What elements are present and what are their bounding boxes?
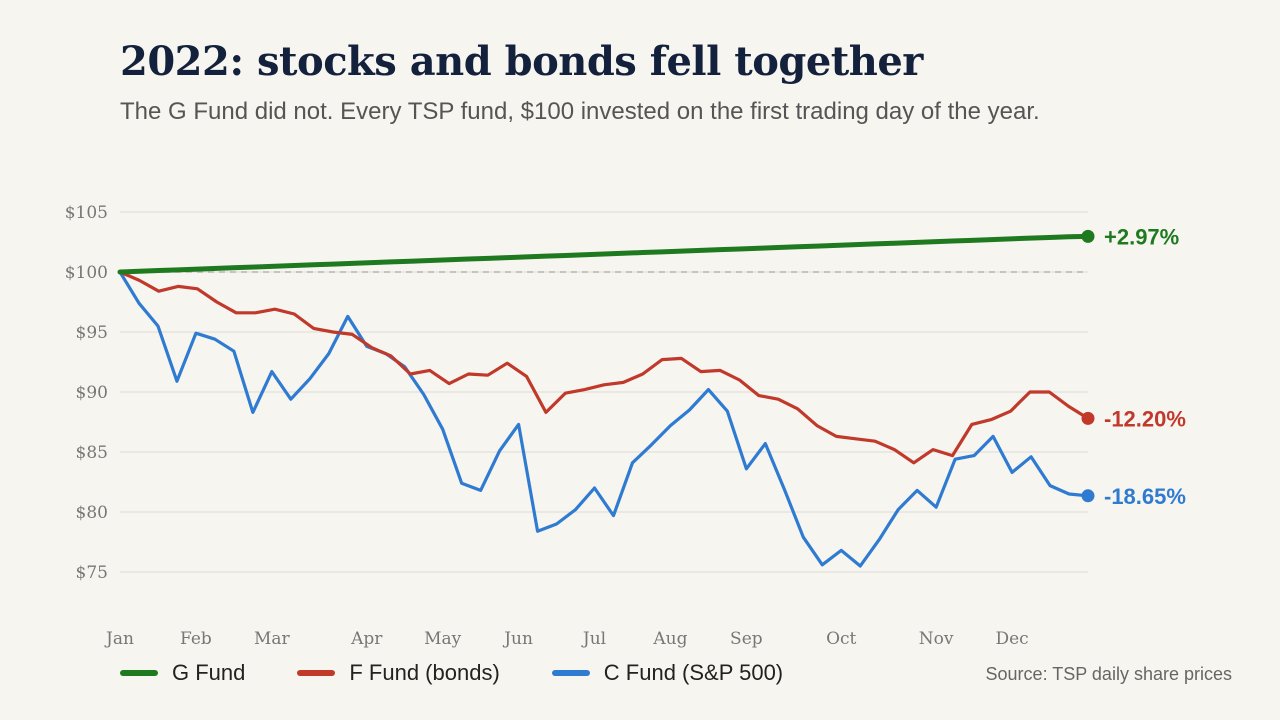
x-tick-label: Jul <box>581 629 606 649</box>
legend-item-c-fund: C Fund (S&P 500) <box>551 660 784 686</box>
legend-swatch <box>120 670 158 676</box>
y-tick-label: $95 <box>76 323 108 343</box>
x-tick-label: Apr <box>350 629 383 649</box>
series-end-point <box>1081 411 1095 425</box>
x-tick-label: May <box>424 629 462 649</box>
x-tick-label: Feb <box>180 629 212 649</box>
series-line <box>118 270 1090 465</box>
x-tick-label: Oct <box>826 629 856 649</box>
series-end-point <box>1081 489 1095 503</box>
series-line <box>117 233 1091 275</box>
x-tick-label: Jun <box>502 629 533 649</box>
y-tick-label: $75 <box>76 563 108 583</box>
x-tick-label: Aug <box>652 629 687 649</box>
x-tick-label: Mar <box>254 629 291 649</box>
legend-swatch <box>297 670 336 676</box>
y-tick-label: $80 <box>76 503 108 523</box>
legend: G Fund F Fund (bonds) C Fund (S&P 500) <box>120 660 835 686</box>
legend-swatch <box>551 670 590 676</box>
series-lines <box>117 229 1095 568</box>
series-end-label: -18.65% <box>1104 484 1186 509</box>
legend-label: G Fund <box>172 660 246 685</box>
source-note: Source: TSP daily share prices <box>985 664 1232 684</box>
axis-ticks: $75 $80 $85 $90 $95 $100 $105 Jan Feb Mar Apr May Ju… <box>65 203 1029 649</box>
gridlines <box>120 211 1088 573</box>
chart-subtitle: The G Fund did not. Every TSP fund, $100… <box>120 98 1040 125</box>
x-tick-label: Jan <box>104 629 134 649</box>
legend-item-g-fund: G Fund <box>120 660 245 686</box>
chart-title: 2022: stocks and bonds fell together <box>120 38 923 85</box>
legend-label: F Fund (bonds) <box>349 660 500 685</box>
x-tick-label: Nov <box>919 629 954 649</box>
x-tick-label: Sep <box>730 629 763 649</box>
x-tick-label: Dec <box>995 629 1028 649</box>
series-end-label: -12.20% <box>1104 406 1186 431</box>
series-line <box>118 270 1090 568</box>
y-tick-label: $85 <box>76 443 108 463</box>
legend-item-f-fund: F Fund (bonds) <box>297 660 500 686</box>
legend-label: C Fund (S&P 500) <box>603 660 784 685</box>
series-end-label: +2.97% <box>1104 224 1179 249</box>
series-end-point <box>1081 229 1095 243</box>
y-tick-label: $90 <box>76 383 108 403</box>
y-tick-label: $105 <box>65 203 108 223</box>
y-tick-label: $100 <box>65 263 108 283</box>
end-labels: -18.65% -12.20% +2.97% <box>1104 224 1186 508</box>
